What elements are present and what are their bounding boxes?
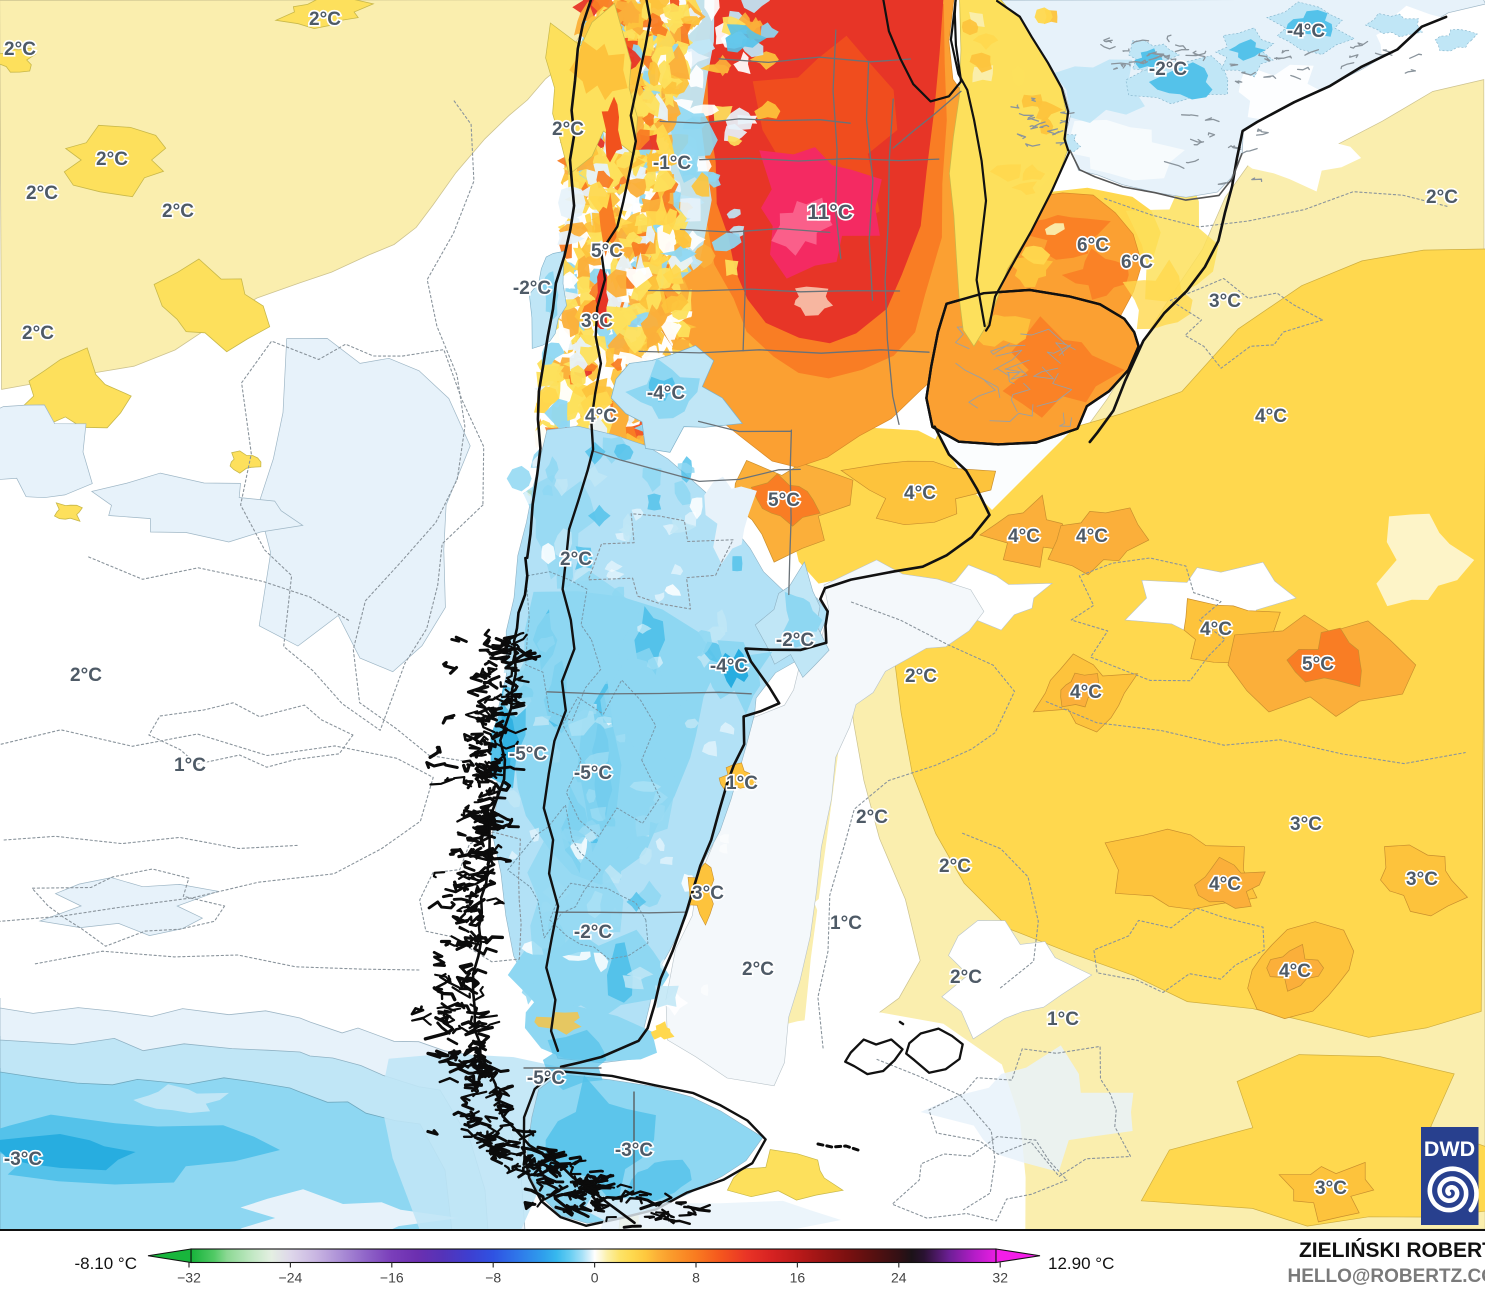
svg-text:4°C: 4°C (904, 483, 936, 504)
svg-text:4°C: 4°C (1076, 526, 1108, 547)
svg-text:3°C: 3°C (1406, 869, 1438, 890)
svg-text:11°C: 11°C (807, 201, 853, 224)
svg-text:-8.10 °C: -8.10 °C (74, 1254, 137, 1273)
svg-text:4°C: 4°C (585, 406, 617, 427)
svg-text:2°C: 2°C (22, 323, 54, 344)
svg-text:-2°C: -2°C (1149, 59, 1187, 80)
svg-text:6°C: 6°C (1077, 235, 1109, 256)
svg-text:2°C: 2°C (905, 666, 937, 687)
svg-text:-1°C: -1°C (653, 153, 691, 174)
svg-text:4°C: 4°C (1070, 682, 1102, 703)
svg-text:3°C: 3°C (692, 883, 724, 904)
svg-text:4°C: 4°C (1209, 874, 1241, 895)
svg-text:-3°C: -3°C (4, 1149, 42, 1170)
svg-text:5°C: 5°C (768, 490, 800, 511)
svg-text:32: 32 (992, 1270, 1008, 1286)
svg-text:DWD: DWD (1424, 1137, 1475, 1161)
svg-text:1°C: 1°C (830, 913, 862, 934)
svg-text:-2°C: -2°C (776, 630, 814, 651)
svg-text:2°C: 2°C (560, 549, 592, 570)
svg-text:2°C: 2°C (96, 149, 128, 170)
svg-text:2°C: 2°C (4, 39, 36, 60)
svg-text:−8: −8 (485, 1270, 501, 1286)
svg-text:4°C: 4°C (1008, 526, 1040, 547)
svg-text:1°C: 1°C (174, 755, 206, 776)
svg-text:0: 0 (591, 1270, 599, 1286)
svg-text:6°C: 6°C (1121, 252, 1153, 273)
svg-text:3°C: 3°C (581, 311, 613, 332)
svg-text:2°C: 2°C (26, 183, 58, 204)
svg-text:1°C: 1°C (1047, 1009, 1079, 1030)
svg-text:-5°C: -5°C (509, 744, 547, 765)
svg-text:2°C: 2°C (742, 959, 774, 980)
svg-text:5°C: 5°C (1302, 654, 1334, 675)
svg-text:8: 8 (692, 1270, 700, 1286)
svg-text:ZIELIŃSKI ROBERT: ZIELIŃSKI ROBERT (1299, 1239, 1485, 1262)
svg-text:−32: −32 (177, 1270, 201, 1286)
svg-text:2°C: 2°C (70, 665, 102, 686)
svg-text:3°C: 3°C (1290, 814, 1322, 835)
svg-text:4°C: 4°C (1279, 961, 1311, 982)
svg-text:16: 16 (790, 1270, 806, 1286)
svg-text:2°C: 2°C (950, 967, 982, 988)
svg-text:2°C: 2°C (162, 201, 194, 222)
svg-text:HELLO@ROBERTZ.CO: HELLO@ROBERTZ.CO (1287, 1266, 1485, 1287)
svg-text:3°C: 3°C (1209, 291, 1241, 312)
svg-text:24: 24 (891, 1270, 907, 1286)
svg-text:1°C: 1°C (726, 773, 758, 794)
svg-text:−16: −16 (380, 1270, 404, 1286)
svg-text:-4°C: -4°C (710, 656, 748, 677)
svg-text:−24: −24 (279, 1270, 303, 1286)
svg-text:-4°C: -4°C (1287, 21, 1325, 42)
svg-text:4°C: 4°C (1255, 406, 1287, 427)
svg-text:2°C: 2°C (1426, 187, 1458, 208)
svg-text:5°C: 5°C (591, 241, 623, 262)
svg-text:12.90 °C: 12.90 °C (1048, 1254, 1114, 1273)
svg-text:2°C: 2°C (309, 9, 341, 30)
svg-text:3°C: 3°C (1315, 1178, 1347, 1199)
svg-text:-2°C: -2°C (513, 278, 551, 299)
svg-text:-5°C: -5°C (527, 1068, 565, 1089)
svg-text:2°C: 2°C (939, 856, 971, 877)
svg-text:-3°C: -3°C (615, 1140, 653, 1161)
svg-text:2°C: 2°C (552, 119, 584, 140)
svg-text:-4°C: -4°C (647, 383, 685, 404)
svg-text:2°C: 2°C (856, 807, 888, 828)
svg-text:4°C: 4°C (1200, 619, 1232, 640)
svg-text:-5°C: -5°C (574, 763, 612, 784)
svg-text:-2°C: -2°C (574, 922, 612, 943)
